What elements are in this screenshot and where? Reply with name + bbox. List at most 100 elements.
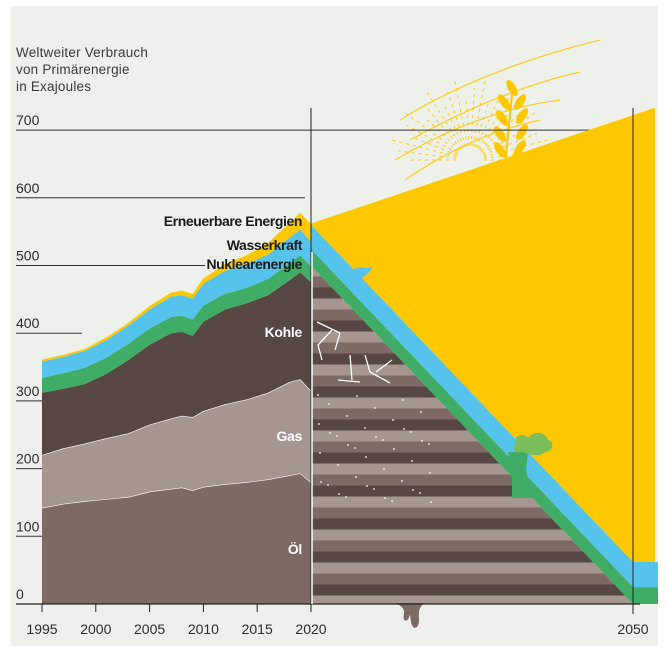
wind-line [394,99,561,161]
sun-ray [414,137,458,156]
fossil-stripe [311,485,633,497]
historic-areas [41,212,312,604]
label-wasserkraft: Wasserkraft [227,237,303,253]
gas-dot [346,415,348,417]
fossil-stripe [311,584,633,596]
wheat-grain [497,94,511,110]
gas-dot [328,403,330,405]
gas-dot [421,440,423,442]
series-labels: Erneuerbare Energien Wasserkraft Nuklear… [164,213,303,557]
wheat-grain [513,140,527,156]
chart-title-line-2: von Primärenergie [16,62,130,77]
gas-dot [355,476,357,478]
area-wasserkraft [42,229,311,378]
y-tick-label: 600 [16,180,40,196]
gas-dot [401,480,403,482]
fossil-stripe [311,573,633,585]
wind-line [399,39,601,121]
wind-line [409,71,581,141]
area-öl [42,473,311,604]
gas-dot [392,419,394,421]
area-kohle [42,272,311,456]
gas-dot [318,423,320,425]
sun-ray [472,77,487,147]
label-kohle: Kohle [265,324,303,340]
coal-crack [316,321,341,351]
y-tick-label: 400 [16,315,40,331]
x-tick-label: 2005 [134,621,165,637]
gas-dot [374,407,376,409]
y-tick-label: 0 [16,586,24,602]
gas-dot [382,439,384,441]
label-gas: Gas [276,428,302,444]
x-tick-label: 2010 [188,621,219,637]
sun-ray [406,124,458,154]
oil-drip [395,603,425,628]
gas-dot [356,395,358,397]
gas-dot [354,447,356,449]
fossil-stripe [311,430,633,442]
gas-dot [391,500,393,502]
coal-crack [364,354,391,384]
gas-dot [320,481,322,483]
x-tick-label: 2020 [295,621,326,637]
fossil-stripe [311,474,633,486]
y-tick-label: 300 [16,383,40,399]
wheat-grain [513,94,527,110]
projection-areas [311,107,658,628]
sun-ray [444,105,465,148]
sun-ray [481,110,539,153]
gas-dot [345,496,347,498]
gas-dot [373,488,375,490]
fossil-stripe [311,529,633,541]
fossil-stripe [311,463,633,475]
area-nuklearenergie [42,255,311,393]
coal-crack [317,329,333,361]
wheat-grain [515,108,529,124]
y-tick-label: 200 [16,451,40,467]
axes [16,108,640,614]
sun-ray [482,133,538,156]
sun-ray [453,77,468,147]
wheat-grain [506,79,518,97]
gas-dot [366,485,368,487]
gas-dot [329,432,331,434]
gas-dot [419,492,421,494]
gas-dot [402,399,404,401]
y-tick-labels: 0 100 200 300 400 500 600 700 [16,112,40,602]
gas-dot [384,497,386,499]
chart-title: Weltweiter Verbrauch von Primärenergie i… [16,44,148,95]
sun-ray [447,91,467,147]
gas-dot [420,411,422,413]
gas-dot [410,431,412,433]
label-nuklearenergie: Nuklearenergie [206,256,302,272]
fossil-stripe [311,551,633,563]
x-tick-label: 2050 [617,621,648,637]
label-oel: Öl [288,541,302,557]
sun-ray [477,88,516,149]
sun-ray [388,138,457,158]
fossil-stripe [311,540,633,552]
gridlines [16,129,590,537]
gas-dot [337,464,339,466]
gas-dot [429,472,431,474]
gas-dot [347,444,349,446]
chart-title-line-1: Weltweiter Verbrauch [16,45,149,60]
projection-renewables [311,107,655,563]
gas-dot [327,484,329,486]
y-tick-label: 500 [16,248,40,264]
gas-dot [319,452,321,454]
sun-ray [482,130,523,154]
coal-crack [375,359,393,373]
y-tick-label: 700 [16,112,40,128]
area-gas [42,379,311,508]
sun-ray [424,88,463,149]
gas-dot [428,443,430,445]
sun-ray [423,104,462,150]
sun-ray [473,102,490,147]
gas-dot [317,394,319,396]
gas-dot [412,489,414,491]
sun-wheat-illustration [388,39,601,181]
sun-ray [465,100,470,147]
chart-title-line-3: in Exajoules [16,79,92,94]
